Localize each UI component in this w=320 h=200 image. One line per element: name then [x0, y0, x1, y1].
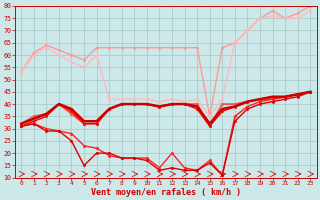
- X-axis label: Vent moyen/en rafales ( km/h ): Vent moyen/en rafales ( km/h ): [91, 188, 241, 197]
